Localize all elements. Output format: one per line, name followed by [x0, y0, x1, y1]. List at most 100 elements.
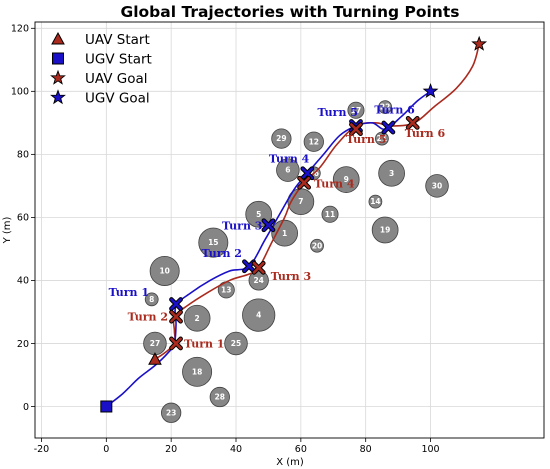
obstacle-label: 27	[150, 339, 160, 348]
obstacle-circle	[198, 227, 229, 258]
obstacle-circle	[209, 386, 230, 408]
legend: UAV Start UGV Start UAV Goal UGV Goal	[50, 31, 152, 107]
y-tick-label: 80	[17, 150, 29, 161]
obstacle: 8	[144, 292, 159, 307]
obstacle-label: 3	[389, 169, 394, 178]
obstacle: 27	[143, 331, 167, 356]
legend-star-icon	[50, 69, 66, 85]
legend-item: UAV Goal	[50, 69, 148, 87]
legend-label: UGV Start	[85, 52, 152, 68]
obstacle: 6	[276, 158, 300, 182]
x-tick-label: -20	[34, 444, 50, 455]
x-tick-label: 20	[165, 444, 177, 455]
obstacle: 12	[303, 131, 324, 152]
obstacle-label: 2	[194, 314, 199, 323]
y-tick-label: 40	[17, 276, 29, 287]
obstacle-label: 30	[432, 181, 442, 190]
obstacle: 15	[198, 227, 229, 258]
uav-turn-marker	[169, 336, 183, 351]
turn-marker-cross	[170, 310, 182, 323]
grid-layer	[35, 22, 544, 438]
obstacle-label: 18	[192, 367, 202, 376]
obstacle-label: 11	[325, 210, 335, 219]
obstacle: 29	[271, 128, 292, 149]
x-tick-label: 40	[230, 444, 242, 455]
obstacle-label: 15	[208, 238, 218, 247]
ugv-trajectory	[105, 90, 432, 408]
legend-star-icon	[50, 89, 66, 105]
uav-turn-marker	[349, 122, 363, 137]
obstacle-label: 6	[285, 166, 290, 175]
ugv-turn-label: Turn 3	[222, 219, 262, 232]
obstacle: 2	[183, 304, 211, 332]
y-tick-label: 20	[17, 339, 29, 350]
obstacle-label: 20	[312, 241, 322, 250]
obstacle-label: 28	[215, 393, 225, 402]
obstacle: 19	[371, 216, 399, 244]
ugv-turn-label: Turn 5	[318, 106, 358, 119]
x-tick-label: 80	[360, 444, 372, 455]
obstacle-circle	[161, 402, 182, 423]
obstacle: 10	[149, 255, 180, 286]
obstacle: 18	[182, 356, 213, 387]
uav-turn-marker	[297, 175, 311, 190]
legend-item: UGV Goal	[50, 89, 150, 107]
y-axis-label: Y (m)	[2, 216, 13, 244]
obstacle-circle	[182, 356, 213, 387]
uav-start-marker	[148, 352, 162, 365]
ugv-turn-label: Turn 6	[374, 104, 415, 117]
x-tick-label: 100	[421, 444, 439, 455]
obstacle-label: 13	[221, 285, 231, 294]
obstacle-label: 22	[380, 103, 390, 112]
uav-turn-label: Turn 5	[346, 133, 386, 146]
obstacle: 28	[209, 386, 230, 408]
ugv-turn-label: Turn 1	[109, 286, 149, 299]
y-tick-label: 120	[11, 24, 29, 35]
uav-turn-marker	[405, 115, 420, 130]
obstacle-label: 17	[351, 106, 361, 115]
obstacle-label: 9	[344, 175, 349, 184]
obstacle: 9	[332, 166, 360, 193]
obstacle-label: 5	[256, 210, 261, 219]
turn-marker-cross	[406, 116, 419, 129]
obstacle-label: 14	[370, 197, 380, 206]
ugv-goal-marker	[422, 83, 439, 99]
obstacle-circle	[425, 174, 449, 198]
obstacle-circle	[378, 159, 405, 187]
ugv-turn-marker	[381, 120, 396, 135]
obstacle: 3	[378, 159, 405, 187]
ugv-turn-marker	[169, 297, 183, 311]
y-tick-label: 0	[23, 402, 29, 413]
legend-square-icon	[52, 52, 64, 65]
obstacle-circle	[271, 219, 299, 247]
ugv-turn-marker	[261, 218, 276, 233]
obstacle: 30	[425, 174, 449, 198]
turn-marker-cross	[301, 167, 314, 180]
obstacle: 20	[310, 238, 324, 253]
y-tick-label: 100	[11, 87, 29, 98]
obstacle-circle	[224, 331, 248, 356]
turn-marker-cross	[262, 219, 275, 232]
ugv-turn-label: Turn 4	[269, 152, 310, 165]
obstacle-circle	[347, 101, 365, 119]
obstacle-label: 25	[231, 339, 241, 348]
legend-triangle-icon	[51, 31, 65, 45]
ugv-turn-label: Turn 2	[202, 247, 242, 260]
obstacle-circle	[271, 128, 292, 149]
obstacle-circle	[321, 205, 339, 223]
x-axis-label: X (m)	[276, 457, 304, 468]
obstacle-label: 19	[380, 226, 390, 235]
obstacle-layer: 2345679101112131415171819202122232425262…	[143, 100, 449, 423]
legend-label: UAV Goal	[85, 71, 148, 87]
obstacle-label: 8	[149, 295, 154, 304]
obstacle-circle	[144, 292, 159, 307]
uav-turn-label: Turn 6	[405, 127, 446, 140]
obstacle-circle	[368, 194, 383, 209]
obstacle-circle	[183, 304, 211, 332]
uav-turn-marker	[251, 260, 266, 275]
x-tick-label: 60	[295, 444, 307, 455]
legend-item: UGV Start	[52, 52, 152, 68]
obstacle: 11	[321, 205, 339, 223]
